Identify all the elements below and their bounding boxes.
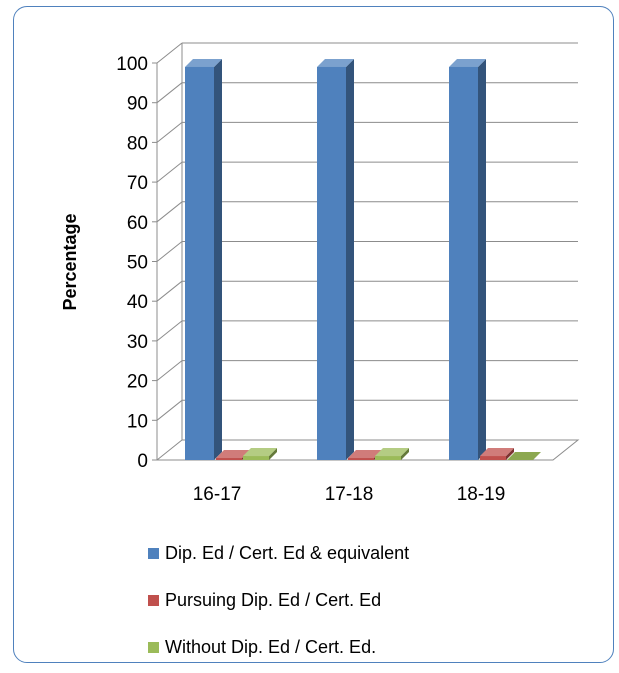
legend-item: Without Dip. Ed / Cert. Ed. [148, 624, 409, 671]
bar-top [216, 450, 250, 459]
chart-frame [13, 6, 614, 663]
bar-top [449, 58, 486, 67]
gridline-side [156, 241, 183, 262]
legend-swatch [148, 642, 159, 653]
y-tick-label: 80 [127, 133, 148, 154]
y-tick-label: 20 [127, 372, 148, 393]
bar-top [348, 450, 382, 459]
bar-side [269, 448, 277, 460]
legend-swatch [148, 595, 159, 606]
y-tick-label: 90 [127, 94, 148, 115]
gridline-side [156, 201, 183, 223]
y-tick-label: 40 [127, 292, 148, 313]
bar [348, 458, 374, 460]
gridline-side [156, 82, 183, 104]
bar-top [480, 448, 514, 457]
legend-item: Pursuing Dip. Ed / Cert. Ed [148, 577, 409, 624]
legend-swatch [148, 548, 159, 559]
gridline-side [156, 399, 183, 421]
bar [243, 456, 269, 460]
bar-side [401, 448, 409, 460]
bar-top [317, 58, 354, 67]
legend-label: Without Dip. Ed / Cert. Ed. [165, 637, 377, 657]
x-tick-label: 16-17 [193, 484, 242, 505]
legend-item: Dip. Ed / Cert. Ed & equivalent [148, 530, 409, 577]
x-tick-label: 18-19 [457, 484, 506, 505]
legend-label: Dip. Ed / Cert. Ed & equivalent [165, 543, 410, 563]
y-tick-label: 30 [127, 332, 148, 353]
bar-side [478, 58, 486, 460]
y-tick-label: 50 [127, 253, 148, 274]
gridline-side [156, 42, 183, 64]
gridline-side [156, 161, 183, 183]
y-tick-label: 10 [127, 411, 148, 432]
y-tick-label: 60 [127, 213, 148, 234]
gridline-side [156, 320, 183, 342]
bar [317, 66, 346, 460]
bar [375, 456, 401, 460]
gridline-side [156, 280, 183, 302]
y-tick-label: 100 [116, 54, 148, 75]
bar [449, 66, 478, 460]
bar [507, 452, 541, 460]
bar-top [375, 448, 409, 457]
bar-side [346, 58, 354, 460]
legend-label: Pursuing Dip. Ed / Cert. Ed [165, 590, 382, 610]
gridline-side [156, 360, 183, 381]
bar [216, 458, 242, 460]
bar-side [506, 448, 514, 460]
chart-legend: Dip. Ed / Cert. Ed & equivalent Pursuing… [148, 530, 409, 671]
bar-top [243, 448, 277, 457]
gridline-side [156, 122, 183, 143]
x-tick-label: 17-18 [325, 484, 374, 505]
y-axis-title: Percentage [60, 213, 80, 310]
bar [185, 66, 214, 460]
bar [480, 456, 506, 460]
y-tick-label: 70 [127, 173, 148, 194]
y-tick-label: 0 [137, 451, 148, 472]
bar-side [214, 58, 222, 460]
bar-top [185, 58, 222, 67]
